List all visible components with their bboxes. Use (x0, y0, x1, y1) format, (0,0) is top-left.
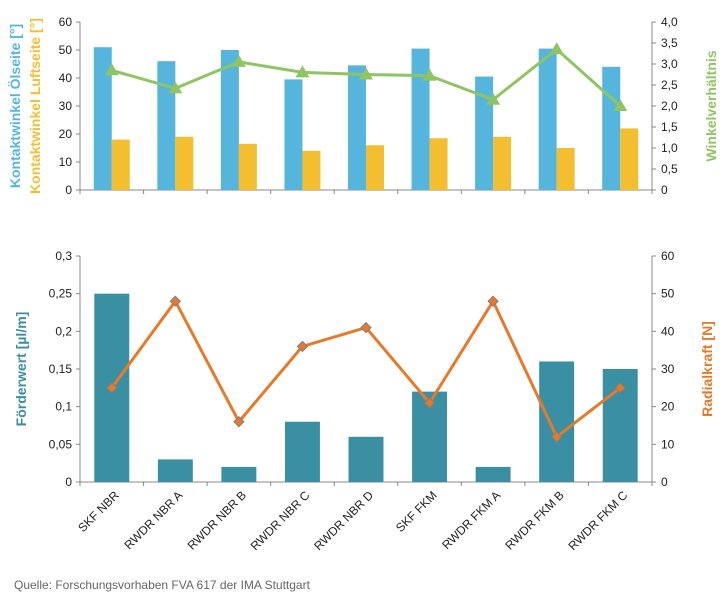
category-label: RWDR FKM C (565, 488, 630, 553)
y-left-title: Förderwert [µl/m] (13, 312, 29, 427)
bar (348, 436, 384, 482)
bar (493, 136, 512, 190)
bar (429, 138, 448, 190)
right-tick-label: 40 (661, 324, 675, 338)
category-label: SKF NBR (75, 488, 122, 535)
point (550, 431, 563, 443)
left-tick-label: 0,3 (55, 249, 72, 263)
y-right-title: Radialkraft [N] (699, 321, 715, 417)
right-tick-label: 2,5 (661, 78, 678, 92)
left-tick-label: 0 (65, 183, 72, 197)
left-tick-label: 60 (59, 15, 73, 29)
chart-conveying-radial-force: 0 0,05 0,1 0,15 0,2 0,25 0,3 0 10 20 30 40 50 60 Förde… (13, 249, 715, 553)
bar (348, 65, 366, 190)
point (168, 81, 183, 94)
point (231, 54, 246, 67)
bar (221, 466, 257, 482)
right-tick-label: 3,0 (661, 57, 678, 71)
y-left-title: Kontaktwinkel Ölseite [°] (7, 24, 23, 188)
right-tick-label: 2,0 (661, 99, 678, 113)
bar (157, 459, 193, 482)
bar (620, 128, 639, 190)
point (106, 382, 118, 394)
point (104, 63, 119, 76)
point (614, 382, 626, 394)
category-label: RWDR FKM B (502, 488, 566, 552)
point (486, 92, 501, 105)
bar (238, 143, 257, 190)
right-tick-label: 10 (661, 437, 675, 451)
point (549, 42, 564, 55)
category-label: RWDR NBR D (311, 488, 376, 553)
left-tick-label: 20 (59, 127, 73, 141)
bar (475, 76, 494, 190)
category-label: RWDR NBR A (121, 488, 185, 552)
bar (284, 79, 303, 190)
point (487, 295, 499, 307)
bar (556, 148, 575, 190)
bar (475, 466, 511, 482)
right-tick-label: 60 (661, 249, 675, 263)
left-tick-label: 0,1 (55, 400, 72, 414)
bar (539, 361, 575, 482)
bar (157, 61, 176, 191)
right-tick-label: 50 (661, 287, 675, 301)
left-tick-label: 0 (65, 475, 72, 489)
point (423, 397, 436, 409)
bar (111, 139, 130, 190)
point (233, 416, 245, 428)
right-tick-label: 0 (661, 475, 668, 489)
left-tick-label: 0,25 (49, 287, 73, 301)
right-tick-label: 0 (661, 183, 668, 197)
bar (93, 47, 112, 191)
right-tick-label: 1,5 (661, 120, 678, 134)
bar (302, 150, 321, 190)
bar (366, 145, 384, 190)
category-label: RWDR NBR C (248, 488, 313, 553)
left-tick-label: 0,15 (49, 362, 73, 376)
right-tick-label: 0,5 (661, 162, 678, 176)
bar (602, 66, 621, 190)
right-tick-label: 20 (661, 400, 675, 414)
left-tick-label: 40 (59, 71, 73, 85)
right-tick-label: 4,0 (661, 15, 678, 29)
left-tick-label: 30 (59, 99, 73, 113)
left-tick-label: 50 (59, 43, 73, 57)
point (422, 68, 437, 81)
y-left-title: Kontaktwinkel Luftseite [°] (27, 18, 43, 194)
point (613, 99, 628, 111)
source-note: Quelle: Forschungsvorhaben FVA 617 der I… (14, 578, 310, 592)
bar (175, 136, 194, 190)
right-tick-label: 30 (661, 362, 675, 376)
category-label: RWDR NBR B (185, 488, 249, 552)
point (295, 65, 310, 78)
category-label: RWDR FKM A (439, 488, 503, 552)
bar (538, 48, 557, 190)
category-label: SKF FKM (393, 488, 440, 535)
right-tick-label: 1,0 (661, 141, 678, 155)
y-right-title: Winkelverhältnis (703, 50, 719, 161)
left-tick-label: 10 (59, 155, 73, 169)
point (359, 67, 373, 80)
bar (411, 48, 430, 190)
left-tick-label: 0,2 (55, 324, 72, 338)
point (296, 340, 309, 353)
bar (220, 50, 239, 190)
right-tick-label: 3,5 (661, 36, 678, 50)
point (360, 321, 372, 334)
chart-contact-angles: 0 10 20 30 40 50 60 0 0,5 1,0 1,5 2,0 2,5 3,0 3,5 4,0 Ko… (7, 15, 719, 197)
left-tick-label: 0,05 (49, 437, 73, 451)
bar (284, 421, 320, 482)
point (169, 295, 182, 307)
